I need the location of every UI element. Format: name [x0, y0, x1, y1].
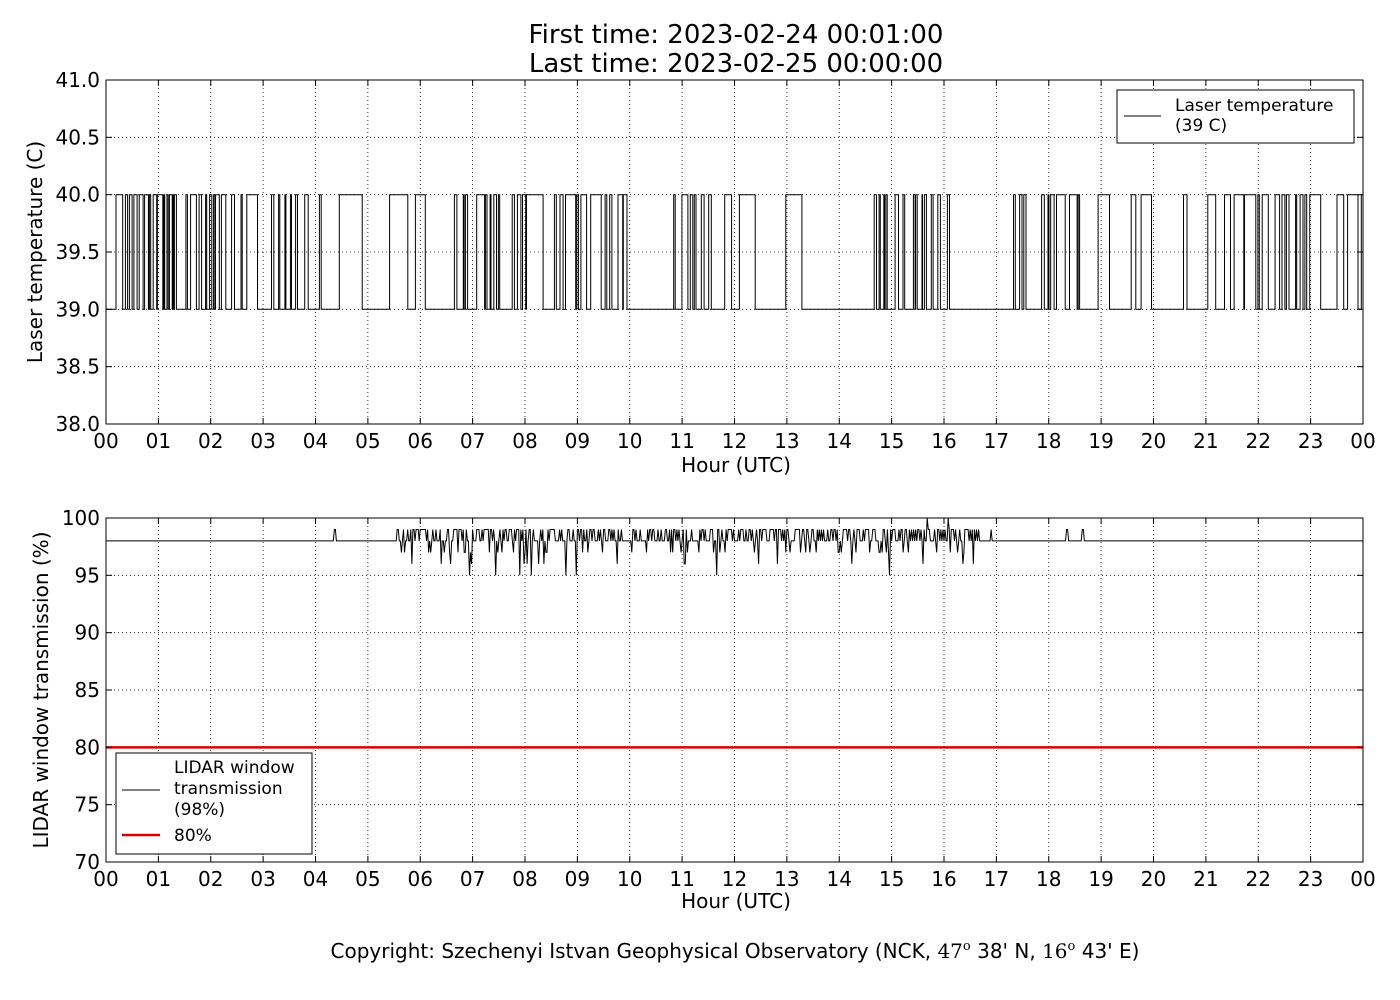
y-tick-label: 38.0 [55, 412, 100, 436]
x-tick-label: 23 [1298, 429, 1323, 453]
x-tick-label: 22 [1246, 429, 1271, 453]
title-line-2: Last time: 2023-02-25 00:00:00 [529, 49, 943, 79]
y-tick-label: 70 [75, 850, 100, 874]
x-tick-labels: 00 01 02 03 04 05 06 07 08 09 10 11 12 13 14 15 16 17 18 19… [93, 867, 1375, 891]
x-tick-label: 12 [722, 867, 747, 891]
lidar-transmission-series [106, 517, 1363, 576]
axis-ticks [105, 517, 1364, 863]
y-axis-label: LIDAR window transmission (%) [29, 532, 53, 849]
y-tick-label: 95 [75, 563, 100, 587]
x-tick-label: 03 [250, 867, 275, 891]
x-tick-label: 22 [1246, 867, 1271, 891]
x-tick-label: 05 [355, 867, 380, 891]
x-tick-label: 00 [1350, 429, 1375, 453]
x-tick-label: 19 [1088, 429, 1113, 453]
title-line-1: First time: 2023-02-24 00:01:00 [529, 20, 944, 50]
laser-temperature-line [106, 194, 1364, 310]
x-tick-label: 02 [198, 429, 223, 453]
lidar-transmission-line [106, 517, 1363, 576]
y-tick-label: 80 [75, 735, 100, 759]
x-tick-label: 16 [931, 867, 956, 891]
x-tick-label: 04 [303, 429, 328, 453]
x-tick-label: 01 [146, 429, 171, 453]
x-tick-label: 16 [931, 429, 956, 453]
y-tick-label: 75 [75, 793, 100, 817]
y-tick-label: 100 [62, 506, 100, 530]
y-tick-label: 39.5 [55, 240, 100, 264]
x-tick-label: 15 [879, 429, 904, 453]
x-tick-label: 01 [146, 867, 171, 891]
y-tick-label: 85 [75, 678, 100, 702]
grid [106, 80, 1363, 424]
legend-label-line-2: (39 C) [1175, 116, 1227, 136]
x-tick-label: 12 [722, 429, 747, 453]
legend-label-line-2: transmission [174, 779, 283, 799]
x-tick-label: 20 [1141, 867, 1166, 891]
x-tick-label: 21 [1193, 867, 1218, 891]
x-tick-label: 08 [512, 867, 537, 891]
x-tick-label: 11 [669, 867, 694, 891]
legend-label-line-3: (98%) [174, 800, 225, 820]
x-tick-label: 09 [565, 429, 590, 453]
x-tick-label: 09 [565, 867, 590, 891]
x-tick-label: 10 [617, 429, 642, 453]
x-tick-labels: 00 01 02 03 04 05 06 07 08 09 10 11 12 13 14 15 16 17 18 19… [93, 429, 1375, 453]
legend: Laser temperature (39 C) [1116, 89, 1355, 144]
x-tick-label: 00 [93, 429, 118, 453]
laser-temperature-panel: 38.038.539.039.540.040.541.0 00 01 02 03 04 0… [23, 68, 1376, 477]
x-tick-label: 07 [460, 429, 485, 453]
x-tick-label: 19 [1088, 867, 1113, 891]
legend-label-line-1: LIDAR window [174, 758, 295, 778]
x-tick-label: 03 [250, 429, 275, 453]
x-tick-label: 13 [774, 429, 799, 453]
x-tick-label: 23 [1298, 867, 1323, 891]
x-tick-label: 05 [355, 429, 380, 453]
axis-ticks [105, 79, 1364, 425]
y-tick-label: 38.5 [55, 355, 100, 379]
legend-label-line-1: Laser temperature [1175, 96, 1333, 116]
x-tick-label: 14 [827, 867, 852, 891]
y-tick-label: 40.5 [55, 125, 100, 149]
x-tick-label: 00 [1350, 867, 1375, 891]
x-tick-label: 08 [512, 429, 537, 453]
x-tick-label: 02 [198, 867, 223, 891]
x-tick-label: 21 [1193, 429, 1218, 453]
x-tick-label: 18 [1036, 867, 1061, 891]
x-tick-label: 13 [774, 867, 799, 891]
x-tick-label: 06 [408, 429, 433, 453]
x-tick-label: 10 [617, 867, 642, 891]
x-tick-label: 04 [303, 867, 328, 891]
y-tick-labels: 38.0 38.5 39.0 39.5 40.0 40.5 41.0 [55, 68, 100, 436]
x-tick-label: 17 [984, 867, 1009, 891]
y-axis-label: Laser temperature (C) [23, 141, 47, 363]
x-tick-label: 14 [827, 429, 852, 453]
copyright-text: Copyright: Szechenyi Istvan Geophysical … [331, 939, 1140, 963]
y-tick-label: 41.0 [55, 68, 100, 92]
legend-box [115, 752, 313, 855]
lidar-transmission-panel: 70 75 80 85 90 95 100 00 01 02 03 04 05 06 07 08 09 10 11… [29, 506, 1376, 913]
y-tick-label: 39.0 [55, 297, 100, 321]
x-tick-label: 20 [1141, 429, 1166, 453]
x-tick-label: 17 [984, 429, 1009, 453]
x-axis-label: Hour (UTC) [681, 453, 791, 477]
x-tick-label: 11 [669, 429, 694, 453]
y-tick-label: 40.0 [55, 183, 100, 207]
legend: LIDAR window transmission (98%) 80% [115, 752, 313, 855]
y-tick-label: 90 [75, 621, 100, 645]
x-tick-label: 06 [408, 867, 433, 891]
laser-temperature-series [106, 194, 1364, 310]
x-tick-label: 00 [93, 867, 118, 891]
y-tick-labels: 70 75 80 85 90 95 100 [62, 506, 100, 874]
x-tick-label: 07 [460, 867, 485, 891]
legend-label-80: 80% [174, 826, 212, 846]
x-tick-label: 18 [1036, 429, 1061, 453]
x-tick-label: 15 [879, 867, 904, 891]
x-axis-label: Hour (UTC) [681, 889, 791, 913]
